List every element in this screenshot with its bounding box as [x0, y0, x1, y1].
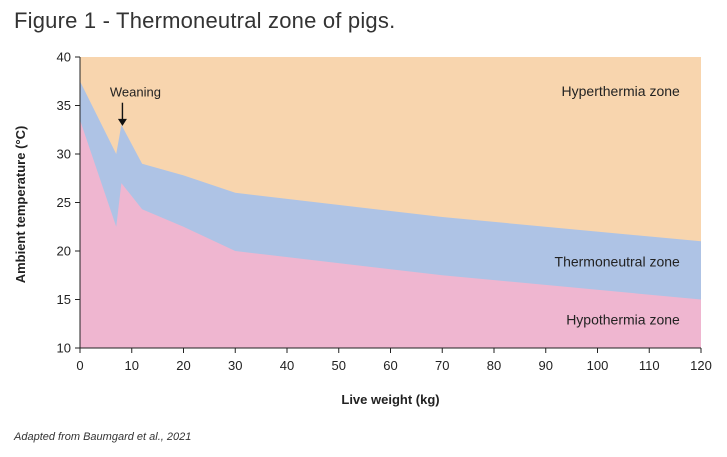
x-tick-label: 60 [383, 358, 397, 373]
weaning-arrow-head [117, 118, 127, 126]
x-tick-label: 20 [176, 358, 190, 373]
x-axis-title: Live weight (kg) [341, 392, 439, 407]
figure-title: Figure 1 - Thermoneutral zone of pigs. [14, 8, 396, 33]
chart-axes: 10 15 20 25 30 35 40 0 10 20 30 40 50 60 70 80 90 100 110 1… [13, 50, 712, 408]
x-tick-label: 80 [487, 358, 501, 373]
chart-labels: Hyperthermia zone Thermoneutral zone Hypot… [110, 83, 680, 328]
y-tick-label: 10 [57, 341, 71, 356]
zone-label-thermoneutral: Thermoneutral zone [555, 254, 681, 270]
y-tick-label: 30 [57, 147, 71, 162]
x-tick-label: 120 [690, 358, 712, 373]
zone-areas [80, 57, 701, 348]
x-tick-label: 110 [639, 358, 660, 373]
y-tick-label: 35 [57, 98, 71, 113]
x-tick-label: 10 [125, 358, 139, 373]
x-tick-label: 90 [539, 358, 553, 373]
y-tick-label: 20 [57, 244, 71, 259]
hypothermia-zone-area [80, 120, 701, 348]
x-tick-label: 100 [587, 358, 609, 373]
source-note: Adapted from Baumgard et al., 2021 [14, 431, 192, 443]
y-tick-label: 40 [57, 50, 71, 65]
y-axis-title: Ambient temperature (°C) [13, 126, 28, 284]
y-tick-label: 25 [57, 195, 71, 210]
x-tick-label: 40 [280, 358, 294, 373]
y-tick-label: 15 [57, 292, 71, 307]
x-tick-label: 50 [332, 358, 346, 373]
x-tick-label: 70 [435, 358, 449, 373]
zone-label-hypothermia: Hypothermia zone [566, 312, 680, 328]
x-tick-label: 0 [76, 358, 83, 373]
zone-label-hyperthermia: Hyperthermia zone [562, 83, 680, 99]
weaning-annotation-label: Weaning [110, 85, 161, 100]
x-tick-label: 30 [228, 358, 242, 373]
